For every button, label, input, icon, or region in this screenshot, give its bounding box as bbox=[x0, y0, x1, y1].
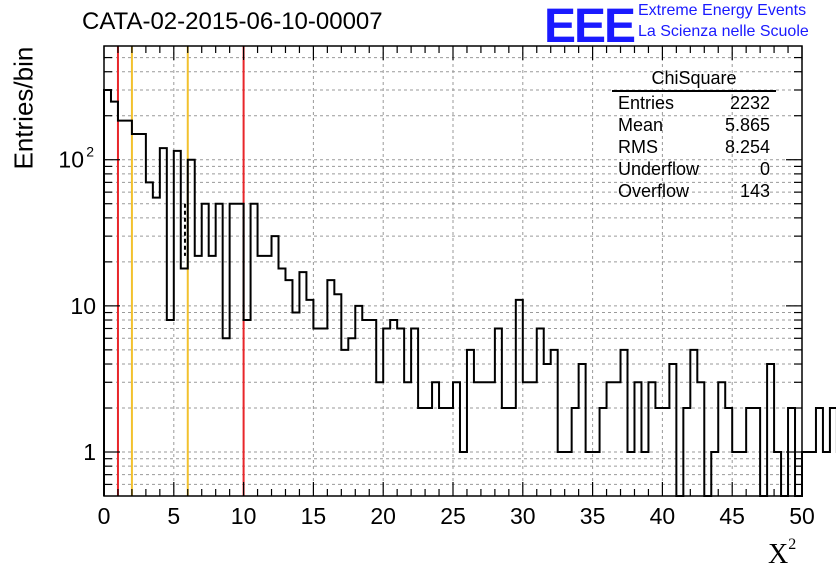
x-tick-label: 10 bbox=[231, 503, 257, 529]
x-tick-label: 15 bbox=[301, 503, 327, 529]
stats-box: ChiSquare Entries 2232 Mean 5.865 RMS 8.… bbox=[612, 66, 776, 202]
x-tick-label: 35 bbox=[580, 503, 606, 529]
x-tick-label: 25 bbox=[440, 503, 466, 529]
stats-value: 143 bbox=[739, 181, 770, 201]
stats-row-mean: Mean 5.865 bbox=[612, 114, 776, 136]
y-tick-label: 10 bbox=[70, 293, 96, 319]
logo-line-2: La Scienza nelle Scuole bbox=[638, 23, 809, 40]
logo-text: EEE bbox=[544, 2, 635, 46]
stats-label: Mean bbox=[618, 115, 664, 135]
stats-value: 5.865 bbox=[724, 115, 770, 135]
stats-row-entries: Entries 2232 bbox=[612, 92, 776, 114]
x-tick-label: 20 bbox=[370, 503, 396, 529]
x-tick-label: 50 bbox=[789, 503, 815, 529]
y-tick-label: 1 bbox=[83, 439, 96, 465]
stats-value: 0 bbox=[759, 159, 770, 179]
stats-row-underflow: Underflow 0 bbox=[612, 158, 776, 180]
y-tick-label: 10 bbox=[58, 147, 84, 173]
stats-label: Underflow bbox=[618, 159, 700, 179]
x-tick-label: 30 bbox=[510, 503, 536, 529]
axis-ticks bbox=[103, 46, 803, 496]
x-tick-label: 45 bbox=[719, 503, 745, 529]
chart-title: CATA-02-2015-06-10-00007 bbox=[82, 8, 383, 35]
stats-label: Entries bbox=[618, 93, 675, 113]
y-axis-label: Entries/bin bbox=[8, 46, 39, 170]
stats-label: RMS bbox=[618, 137, 658, 157]
eee-logo: EEE bbox=[544, 2, 636, 46]
marker-lines bbox=[116, 46, 245, 496]
x-tick-label: 5 bbox=[167, 503, 180, 529]
x-axis-label: X2 bbox=[768, 536, 797, 570]
stats-value: 8.254 bbox=[724, 137, 770, 157]
stats-value: 2232 bbox=[729, 93, 770, 113]
stats-row-rms: RMS 8.254 bbox=[612, 136, 776, 158]
logo-line-1: Extreme Energy Events bbox=[638, 2, 807, 19]
x-tick-label: 40 bbox=[650, 503, 676, 529]
stats-title: ChiSquare bbox=[612, 66, 776, 92]
y-tick-label-exponent: 2 bbox=[86, 144, 94, 160]
stats-label: Overflow bbox=[618, 181, 690, 201]
stats-row-overflow: Overflow 143 bbox=[612, 180, 776, 202]
x-tick-label: 0 bbox=[98, 503, 111, 529]
